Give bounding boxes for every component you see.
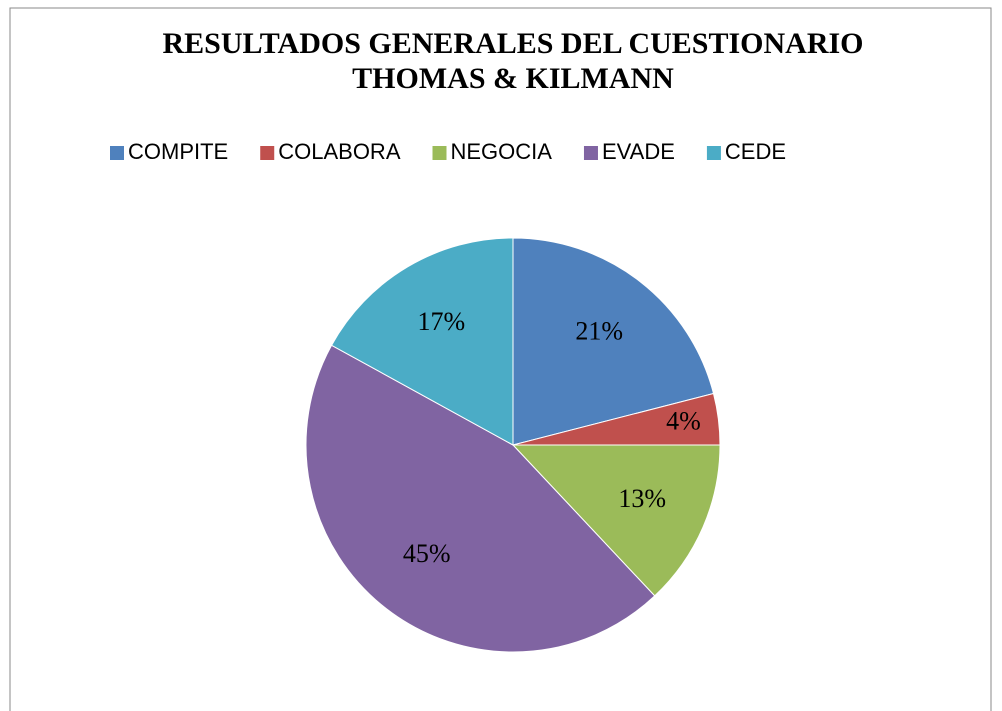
pie-slice	[305, 344, 656, 653]
legend-label: COMPITE	[128, 139, 228, 164]
data-label: 45%	[403, 539, 451, 568]
legend-swatch	[260, 146, 275, 160]
data-label: 21%	[575, 317, 623, 346]
legend-swatch	[110, 146, 124, 160]
pie-slice	[511, 444, 721, 597]
legend-label: EVADE	[602, 139, 675, 164]
legend-swatch	[432, 146, 447, 160]
data-label: 4%	[666, 406, 701, 435]
legend-label: COLABORA	[278, 139, 401, 164]
pie-slice	[512, 237, 715, 446]
legend-swatch	[583, 146, 598, 160]
legend-swatch	[706, 146, 721, 160]
legend-label: NEGOCIA	[451, 139, 553, 164]
legend-label: CEDE	[725, 139, 786, 164]
data-label: 13%	[618, 484, 666, 513]
chart-title: THOMAS & KILMANN	[352, 62, 674, 95]
data-label: 17%	[418, 307, 466, 336]
pie-slice	[330, 237, 514, 446]
chart-title: RESULTADOS GENERALES DEL CUESTIONARIO	[162, 27, 863, 60]
